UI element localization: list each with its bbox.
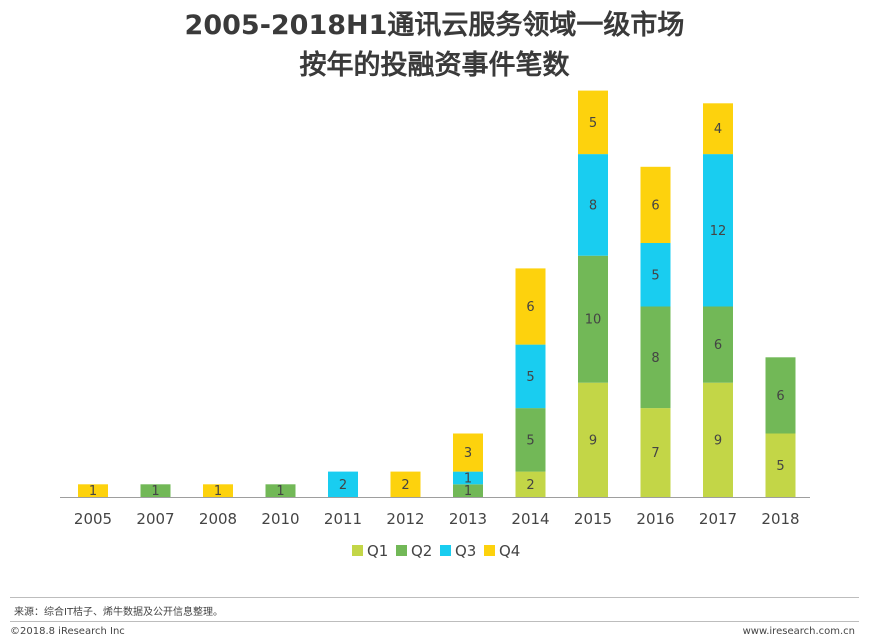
- legend-label-q3: Q3: [455, 542, 476, 560]
- data-label-2013-q2: 1: [464, 484, 472, 499]
- bar-2011-q3: [328, 471, 358, 497]
- legend-swatch-q4: [484, 545, 495, 556]
- bar-2007-q2: [140, 484, 171, 497]
- chart-title: 2005-2018H1通讯云服务领域一级市场 按年的投融资事件笔数: [0, 6, 869, 86]
- data-label-2013-q4: 3: [464, 446, 472, 461]
- x-tick-label-2015: 2015: [574, 510, 612, 528]
- bar-2012-q4: [390, 471, 421, 497]
- x-tick-label-2013: 2013: [449, 510, 487, 528]
- data-label-2013-q3: 1: [464, 471, 472, 486]
- bar-2014-q3: [515, 344, 546, 409]
- x-tick-label-2011: 2011: [324, 510, 362, 528]
- data-label-2018-q2: 6: [776, 389, 784, 404]
- bar-2005-q4: [78, 484, 108, 497]
- data-label-2016-q1: 7: [651, 446, 659, 461]
- bar-2014-q2: [515, 408, 546, 472]
- data-label-2010-q2: 1: [276, 484, 284, 499]
- legend-swatch-q3: [440, 545, 451, 556]
- data-label-2016-q3: 5: [651, 268, 659, 283]
- data-label-2014-q2: 5: [526, 433, 534, 448]
- x-tick-label-2012: 2012: [386, 510, 424, 528]
- data-label-2014-q4: 6: [526, 300, 534, 315]
- website-link[interactable]: www.iresearch.com.cn: [742, 626, 855, 637]
- data-label-2017-q2: 6: [714, 338, 722, 353]
- data-label-2007-q2: 1: [151, 484, 159, 499]
- data-label-2015-q2: 10: [585, 313, 602, 328]
- bar-2018-q2: [765, 357, 796, 434]
- data-label-2016-q2: 8: [651, 351, 659, 366]
- data-label-2016-q4: 6: [651, 198, 659, 213]
- stacked-bar-chart: 1200512007120081201022011220121132013255…: [60, 90, 810, 560]
- bar-2015-q2: [578, 255, 608, 383]
- chart-title-line-2: 按年的投融资事件笔数: [299, 50, 570, 81]
- data-label-2015-q4: 5: [589, 116, 597, 131]
- bar-2013-q3: [453, 471, 483, 485]
- x-tick-label-2018: 2018: [761, 510, 799, 528]
- data-label-2011-q3: 2: [339, 478, 347, 493]
- bar-2017-q3: [703, 154, 733, 307]
- bar-2016-q4: [640, 166, 671, 243]
- x-tick-label-2005: 2005: [74, 510, 112, 528]
- data-label-2008-q4: 1: [214, 484, 222, 499]
- x-tick-label-2007: 2007: [136, 510, 174, 528]
- copyright-text: ©2018.8 iResearch Inc: [10, 626, 125, 637]
- data-label-2018-q1: 5: [776, 459, 784, 474]
- legend-label-q2: Q2: [411, 542, 432, 560]
- bar-2014-q4: [515, 268, 546, 345]
- legend-swatch-q1: [352, 545, 363, 556]
- data-label-2012-q4: 2: [401, 478, 409, 493]
- bar-2013-q4: [453, 433, 483, 472]
- bar-2014-q1: [515, 471, 546, 497]
- bar-2013-q2: [453, 484, 483, 497]
- bar-2015-q4: [578, 90, 608, 155]
- x-tick-label-2014: 2014: [511, 510, 549, 528]
- data-label-2014-q3: 5: [526, 370, 534, 385]
- data-label-2017-q4: 4: [714, 122, 722, 137]
- data-label-2005-q4: 1: [89, 484, 97, 499]
- x-tick-label-2017: 2017: [699, 510, 737, 528]
- bar-2015-q1: [578, 382, 608, 497]
- bar-2016-q2: [640, 306, 671, 409]
- footer-divider-bottom: [10, 621, 859, 622]
- data-label-2015-q3: 8: [589, 198, 597, 213]
- legend-swatch-q2: [396, 545, 407, 556]
- x-tick-label-2016: 2016: [636, 510, 674, 528]
- footer-divider-top: [10, 597, 859, 598]
- data-label-2014-q1: 2: [526, 478, 534, 493]
- data-label-2015-q1: 9: [589, 433, 597, 448]
- bar-2017-q4: [703, 103, 733, 155]
- x-tick-label-2010: 2010: [261, 510, 299, 528]
- chart-title-line-1: 2005-2018H1通讯云服务领域一级市场: [184, 10, 685, 41]
- legend-label-q4: Q4: [499, 542, 520, 560]
- bar-2016-q1: [640, 408, 671, 497]
- bar-2018-q1: [765, 433, 796, 497]
- x-tick-label-2008: 2008: [199, 510, 237, 528]
- bar-2008-q4: [203, 484, 233, 497]
- legend-label-q1: Q1: [367, 542, 388, 560]
- bar-2016-q3: [640, 243, 671, 307]
- bar-2017-q1: [703, 382, 733, 497]
- bar-2015-q3: [578, 154, 608, 256]
- data-label-2017-q1: 9: [714, 433, 722, 448]
- bar-2017-q2: [703, 306, 733, 383]
- source-note: 来源：综合IT桔子、烯牛数据及公开信息整理。: [14, 607, 224, 618]
- data-label-2017-q3: 12: [710, 224, 727, 239]
- bar-2010-q2: [265, 484, 296, 497]
